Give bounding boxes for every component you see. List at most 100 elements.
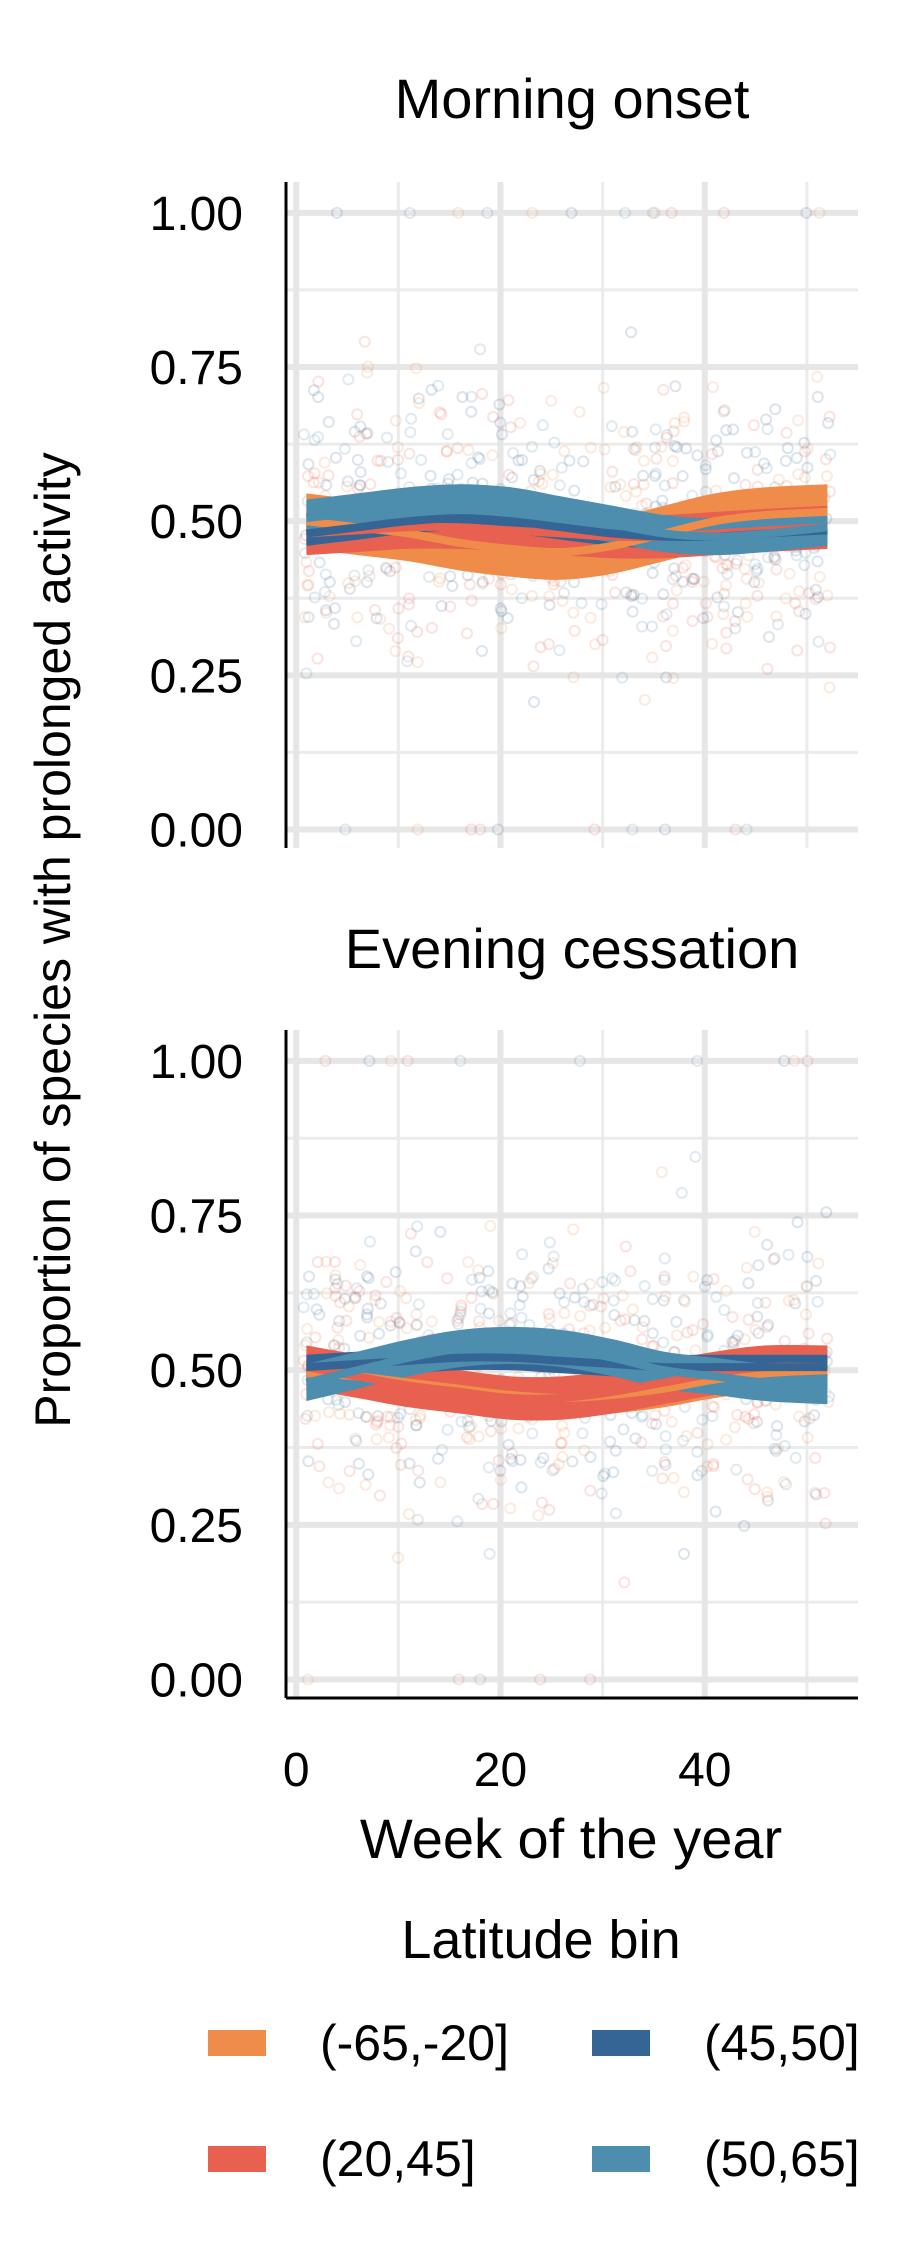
- raw-point: [525, 590, 538, 603]
- raw-point: [312, 430, 325, 443]
- raw-point: [432, 379, 445, 392]
- raw-point: [752, 1259, 765, 1272]
- raw-point: [749, 558, 762, 571]
- raw-point: [354, 1329, 367, 1342]
- raw-point: [758, 457, 771, 470]
- raw-point: [790, 452, 803, 465]
- raw-point: [452, 1318, 465, 1331]
- raw-point: [354, 1259, 367, 1272]
- x-tick-label: 20: [474, 1744, 527, 1797]
- raw-point: [409, 1414, 422, 1427]
- raw-point: [554, 1437, 567, 1450]
- raw-point: [320, 479, 333, 492]
- raw-point: [604, 481, 617, 494]
- raw-point: [779, 454, 792, 467]
- raw-point: [731, 1408, 744, 1421]
- raw-point: [696, 1318, 709, 1331]
- raw-point: [710, 1290, 723, 1303]
- raw-point: [403, 447, 416, 460]
- raw-point: [636, 1409, 649, 1422]
- raw-point: [494, 1473, 507, 1486]
- raw-point: [646, 206, 659, 219]
- raw-point: [446, 580, 459, 593]
- raw-point: [767, 552, 780, 565]
- raw-point: [533, 464, 546, 477]
- raw-point: [302, 1455, 315, 1468]
- raw-point: [384, 1315, 397, 1328]
- raw-point: [476, 1498, 489, 1511]
- raw-point: [670, 1315, 683, 1328]
- raw-point: [748, 1225, 761, 1238]
- raw-point: [789, 1297, 802, 1310]
- raw-point: [343, 1464, 356, 1477]
- raw-point: [553, 644, 566, 657]
- raw-point: [798, 471, 811, 484]
- raw-point: [403, 1457, 416, 1470]
- raw-point: [384, 1411, 397, 1424]
- raw-point: [481, 206, 494, 219]
- raw-point: [677, 1486, 690, 1499]
- raw-point: [354, 466, 367, 479]
- raw-point: [646, 1327, 659, 1340]
- raw-point: [476, 387, 489, 400]
- raw-point: [576, 1427, 589, 1440]
- raw-point: [819, 453, 832, 466]
- raw-point: [749, 1323, 762, 1336]
- raw-point: [720, 424, 733, 437]
- raw-point: [741, 446, 754, 459]
- raw-point: [522, 1277, 535, 1290]
- raw-point: [502, 468, 515, 481]
- raw-point: [465, 594, 478, 607]
- raw-point: [370, 1433, 383, 1446]
- raw-point: [300, 1288, 313, 1301]
- raw-point: [691, 1469, 704, 1482]
- raw-point: [668, 562, 681, 575]
- raw-point: [411, 823, 424, 836]
- raw-point: [751, 1296, 764, 1309]
- raw-point: [494, 416, 507, 429]
- raw-point: [394, 1407, 407, 1420]
- raw-point: [412, 1298, 425, 1311]
- raw-point: [543, 1503, 556, 1516]
- raw-point: [820, 470, 833, 483]
- raw-point: [516, 1248, 529, 1261]
- raw-point: [687, 573, 700, 586]
- raw-point: [659, 1443, 672, 1456]
- raw-point: [822, 417, 835, 430]
- raw-point: [762, 1318, 775, 1331]
- raw-point: [618, 425, 631, 438]
- raw-point: [609, 1444, 622, 1457]
- raw-point: [706, 1410, 719, 1423]
- raw-point: [627, 478, 640, 491]
- raw-point: [319, 1054, 332, 1067]
- raw-point: [778, 1439, 791, 1452]
- raw-point: [309, 1409, 322, 1422]
- raw-point: [312, 391, 325, 404]
- raw-point: [434, 1225, 447, 1238]
- raw-point: [451, 442, 464, 455]
- raw-point: [300, 556, 313, 569]
- legend-key: [208, 2030, 266, 2056]
- raw-point: [400, 1322, 413, 1335]
- raw-point: [301, 1322, 314, 1335]
- raw-point: [487, 411, 500, 424]
- raw-point: [463, 578, 476, 591]
- raw-point: [339, 1396, 352, 1409]
- raw-point: [313, 1460, 326, 1473]
- raw-point: [465, 1273, 478, 1286]
- raw-point: [791, 644, 804, 657]
- raw-point: [789, 597, 802, 610]
- raw-point: [803, 1412, 816, 1425]
- raw-point: [435, 600, 448, 613]
- raw-point: [801, 1054, 814, 1067]
- raw-point: [425, 621, 438, 634]
- raw-point: [373, 1327, 386, 1340]
- raw-point: [536, 477, 549, 490]
- raw-point: [404, 426, 417, 439]
- raw-point: [770, 563, 783, 576]
- raw-point: [762, 551, 775, 564]
- raw-point: [769, 403, 782, 416]
- raw-point: [332, 1398, 345, 1411]
- raw-point: [717, 608, 730, 621]
- raw-point: [328, 1339, 341, 1352]
